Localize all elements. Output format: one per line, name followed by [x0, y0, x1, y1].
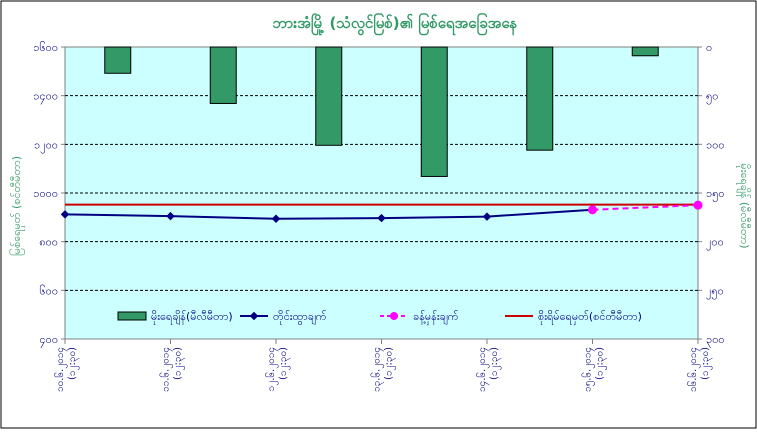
rainfall-bar: [209, 46, 237, 104]
left-axis-ticks: ၄၀၀ ၆၀၀ ၈၀၀ ၁၀၀၀ ၁၂၀၀ ၁၄၀၀ ၁၆၀၀: [33, 41, 65, 348]
x-tick-label: ၁၅.၆.၂၀၁၄ (၁၂:၃၀): [581, 347, 608, 392]
rainfall-bar: [104, 46, 132, 74]
left-tick-label: ၄၀၀: [39, 333, 58, 348]
rainfall-bar: [526, 46, 554, 151]
forecast-line: [588, 200, 703, 215]
x-tick-date: ၁၅.၆.၂၀၁၄: [581, 347, 596, 392]
x-tick-label: ၁၃.၆.၂၀၁၄ (၁၂:၃၀): [370, 347, 397, 392]
left-tick-label: ၁၆၀၀: [33, 41, 58, 54]
x-tick-label: ၁၄.၆.၂၀၁၄ (၁၂:၃၀): [475, 347, 502, 392]
legend-label: မိုးရေချိန်(မီလီမီတာ): [151, 310, 233, 325]
right-tick-label: ၃၀၀: [706, 333, 725, 348]
legend-swatch-rainfall: [117, 311, 147, 321]
forecast-line-path: [592, 204, 699, 211]
left-tick-label: ၈၀၀: [39, 236, 58, 249]
legend-label: တိုင်းထွာချက်: [273, 310, 327, 325]
x-tick-time: (၁၂:၃၀): [67, 347, 80, 380]
right-tick-label: ၂၀၀: [706, 236, 724, 251]
left-tick-label: ၁၂၀၀: [34, 138, 58, 153]
left-tick-label: ၁၀၀၀: [33, 187, 58, 200]
x-tick-date: ၁၃.၆.၂၀၁၄: [370, 347, 385, 392]
rainfall-bar: [420, 46, 448, 177]
measured-point: [482, 212, 492, 221]
x-tick-time: (၁၂:၃၀): [595, 347, 608, 380]
right-tick-label: ၂၅၀: [706, 284, 724, 299]
x-tick-label: ၁၀.၆.၂၀၁၄ (၁၂:၃၀): [53, 347, 80, 392]
right-tick-label: ၁၅၀: [706, 187, 725, 202]
x-tick-label: ၁၆.၆.၂၀၁၄ (၁၂:၃၀): [686, 347, 713, 392]
measured-point: [166, 211, 175, 221]
forecast-point: [588, 205, 597, 215]
right-axis-title: မိုးရေချိန် (မီလီမီတာ): [736, 163, 751, 248]
measured-line-path: [64, 208, 593, 220]
legend-label: စိုးရိမ်ရေမှတ်(စင်တီမီတာ): [538, 310, 642, 325]
right-tick-label: ၁၀၀: [706, 138, 725, 151]
rainfall-bars: [104, 46, 659, 177]
measured-point: [60, 210, 70, 219]
x-tick-time: (၁၂:၃၀): [278, 347, 291, 380]
right-tick-label: ၅၀: [706, 90, 718, 105]
x-tick-label: ၁၁.၆.၂၀၁၄ (၁၂:၃၀): [159, 347, 186, 392]
legend-label: ခန့်မှန်းချက်: [413, 310, 459, 325]
rainfall-bar: [315, 46, 343, 146]
legend-marker-measured: [249, 311, 259, 321]
x-axis-ticks: ၁၀.၆.၂၀၁၄ (၁၂:၃၀) ၁၁.၆.၂၀၁၄ (၁၂:၃၀) ၁၂.၆.၂၀၁…: [53, 339, 713, 392]
measured-point: [271, 214, 281, 224]
measured-point: [377, 213, 386, 223]
x-tick-date: ၁၆.၆.၂၀၁၄: [686, 347, 701, 392]
x-tick-time: (၁၂:၃၀): [384, 347, 397, 380]
rainfall-bar: [631, 46, 659, 57]
grid-lines: [65, 95, 698, 291]
legend-marker-forecast: [390, 312, 398, 320]
left-tick-label: ၆၀၀: [39, 284, 58, 297]
x-tick-date: ၁၂.၆.၂၀၁၄: [264, 347, 279, 391]
left-tick-label: ၁၄၀၀: [33, 90, 58, 105]
x-tick-time: (၁၂:၃၀): [489, 347, 502, 380]
x-tick-time: (၁၂:၃၀): [173, 347, 186, 380]
x-tick-time: (၁၂:၃၀): [700, 347, 713, 380]
left-axis-title: မြစ်ရေမှတ် (စင်တီမီတာ): [9, 156, 25, 256]
legend: မိုးရေချိန်(မီလီမီတာ) တိုင်းထွာချက် ခန့်မှ…: [117, 310, 642, 325]
x-tick-date: ၁၁.၆.၂၀၁၄: [159, 347, 174, 392]
forecast-point: [693, 200, 703, 210]
x-tick-date: ၁၄.၆.၂၀၁၄: [475, 347, 490, 392]
right-tick-label: ၀: [706, 41, 712, 54]
x-tick-label: ၁၂.၆.၂၀၁၄ (၁၂:၃၀): [264, 347, 291, 391]
x-tick-date: ၁၀.၆.၂၀၁၄: [53, 347, 68, 392]
